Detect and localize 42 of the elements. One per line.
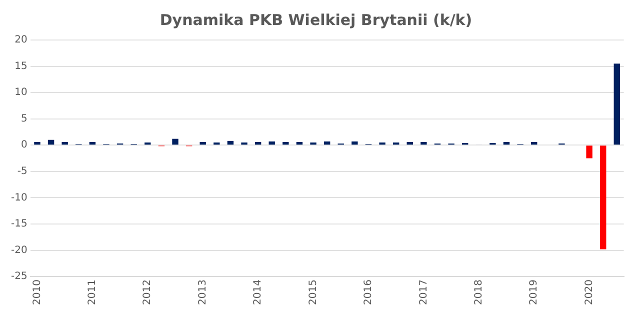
y-tick-label: -25 [10, 271, 28, 282]
bar [268, 141, 275, 145]
bar [406, 142, 413, 145]
y-tick-label: 10 [14, 87, 28, 98]
y-tick-label: 15 [14, 60, 28, 72]
bar [586, 146, 592, 158]
y-tick-label: -20 [10, 244, 28, 256]
bar [420, 142, 427, 145]
bar [254, 142, 262, 145]
x-tick-label: 2013 [197, 280, 208, 306]
x-tick-label: 2018 [473, 280, 484, 306]
y-tick-label: 5 [20, 113, 28, 124]
x-tick-label: 2016 [363, 280, 374, 306]
bar [200, 142, 206, 145]
bar [62, 142, 68, 145]
bar [530, 142, 538, 145]
bar [89, 142, 96, 145]
x-tick-label: 2010 [32, 280, 43, 306]
bar [282, 142, 289, 145]
x-tick-label: 2017 [418, 280, 430, 306]
bar [352, 141, 358, 145]
y-tick-label: -15 [10, 218, 28, 230]
x-tick-label: 2020 [584, 280, 595, 306]
chart-title: Dynamika PKB Wielkiej Brytanii (k/k) [160, 10, 472, 29]
x-tick-label: 2015 [308, 280, 319, 306]
x-tick-label: 2011 [87, 280, 98, 306]
bar [324, 141, 330, 145]
bar [34, 142, 40, 145]
bar [600, 146, 606, 250]
bar [172, 138, 178, 145]
y-tick-label: -5 [17, 166, 28, 178]
bar [227, 140, 234, 145]
bar [296, 142, 303, 145]
bar [48, 140, 54, 145]
y-tick-label: 0 [20, 140, 28, 151]
x-tick-label: 2019 [528, 280, 540, 306]
bar [503, 142, 510, 145]
y-tick-label: 20 [14, 34, 28, 46]
x-tick-label: 2012 [142, 280, 154, 306]
y-tick-label: -10 [10, 192, 28, 204]
x-tick-label: 2014 [252, 280, 264, 306]
bar [614, 64, 620, 145]
